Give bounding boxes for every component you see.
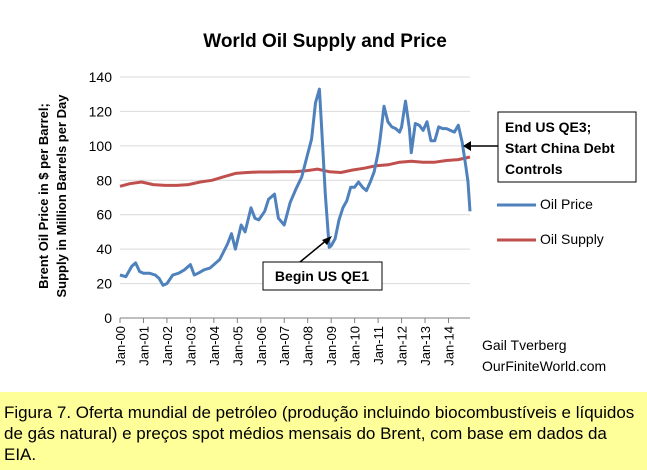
x-tick-label: Jan-14: [441, 326, 456, 366]
qe3-annotation-box: [497, 111, 637, 183]
x-tick-label: Jan-05: [230, 326, 245, 366]
qe3-annotation-line1: End US QE3;: [505, 119, 591, 135]
legend-label-oil-price: Oil Price: [540, 196, 593, 212]
y-tick-label: 20: [96, 276, 112, 292]
figure-caption: Figura 7. Oferta mundial de petróleo (pr…: [0, 392, 647, 470]
y-tick-label: 100: [89, 138, 113, 154]
x-tick-label: Jan-01: [136, 326, 151, 366]
chart-area: World Oil Supply and Price Brent Oil Pri…: [36, 31, 637, 374]
x-tick-label: Jan-08: [301, 326, 316, 366]
y-tick-labels: 0 20 40 60 80 100 120 140: [89, 69, 113, 326]
y-tick-label: 0: [104, 310, 112, 326]
x-tick-label: Jan-03: [183, 326, 198, 366]
credit-author: Gail Tverberg: [482, 337, 567, 353]
x-tick-label: Jan-00: [113, 326, 128, 366]
x-tick-label: Jan-09: [324, 326, 339, 366]
x-tick-label: Jan-10: [348, 326, 363, 366]
credit-website: OurFiniteWorld.com: [482, 358, 606, 374]
x-tick-labels: Jan-00 Jan-01 Jan-02 Jan-03 Jan-04 Jan-05 Jan-…: [113, 318, 456, 366]
chart-title: World Oil Supply and Price: [203, 31, 447, 52]
oil-price-series-line: [119, 87, 472, 287]
x-tick-label: Jan-02: [160, 326, 175, 366]
y-axis-label-line2: Supply in Million Barrels per Day: [54, 94, 69, 298]
qe1-annotation-label: Begin US QE1: [275, 268, 369, 284]
qe3-annotation-line2: Start China Debt: [505, 140, 615, 156]
x-tick-label: Jan-04: [207, 326, 222, 366]
qe3-arrowhead-icon: [463, 141, 471, 151]
x-tick-label: Jan-12: [395, 326, 410, 366]
y-axis-label-line1: Brent Oil Price in $ per Barrel;: [36, 103, 51, 289]
qe1-arrowhead-icon: [322, 236, 332, 245]
qe3-annotation-line3: Controls: [505, 161, 563, 177]
chart-svg: World Oil Supply and Price Brent Oil Pri…: [36, 31, 637, 374]
x-tick-label: Jan-11: [371, 326, 386, 365]
y-tick-label: 40: [96, 241, 112, 257]
y-tick-label: 140: [89, 69, 113, 85]
y-tick-label: 120: [89, 103, 113, 119]
oil-supply-series-line: [119, 155, 471, 188]
y-tick-label: 60: [96, 207, 112, 223]
x-tick-label: Jan-06: [254, 326, 269, 366]
legend-label-oil-supply: Oil Supply: [540, 231, 604, 247]
qe1-arrow-line: [299, 238, 329, 263]
grid-lines: [120, 76, 470, 285]
x-tick-label: Jan-07: [277, 326, 292, 366]
qe1-annotation-box: [262, 261, 383, 291]
y-tick-label: 80: [96, 172, 112, 188]
x-tick-label: Jan-13: [418, 326, 433, 366]
